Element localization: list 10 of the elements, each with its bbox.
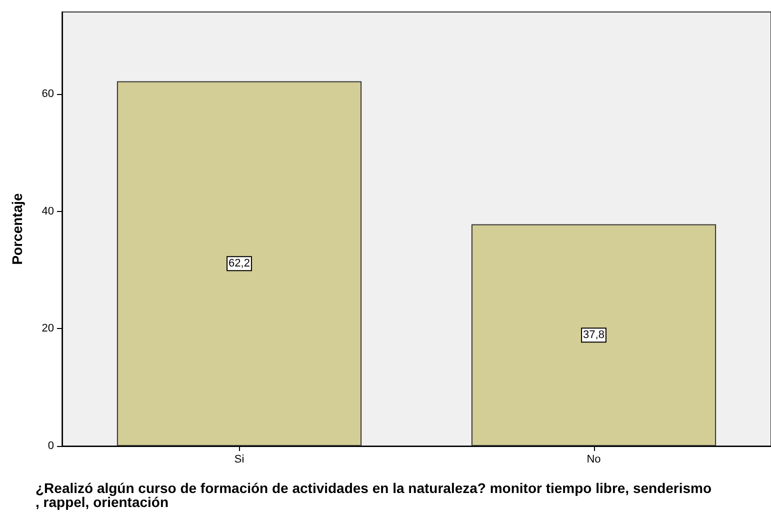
x-tick-label: No <box>586 454 601 466</box>
x-axis-title: ¿Realizó algún curso de formación de actividades en la naturaleza? monitor tiempo libre, senderismo, rappel, orientación <box>36 480 712 510</box>
y-tick-label: 20 <box>42 322 54 335</box>
y-tick-label: 40 <box>42 205 54 218</box>
x-tick-label: Si <box>234 454 244 466</box>
y-axis-title: Porcentaje <box>9 192 25 265</box>
data-label: 37,8 <box>583 329 604 342</box>
data-label: 62,2 <box>228 258 250 270</box>
y-tick-label: 60 <box>42 88 54 100</box>
y-tick-label: 0 <box>48 440 54 452</box>
